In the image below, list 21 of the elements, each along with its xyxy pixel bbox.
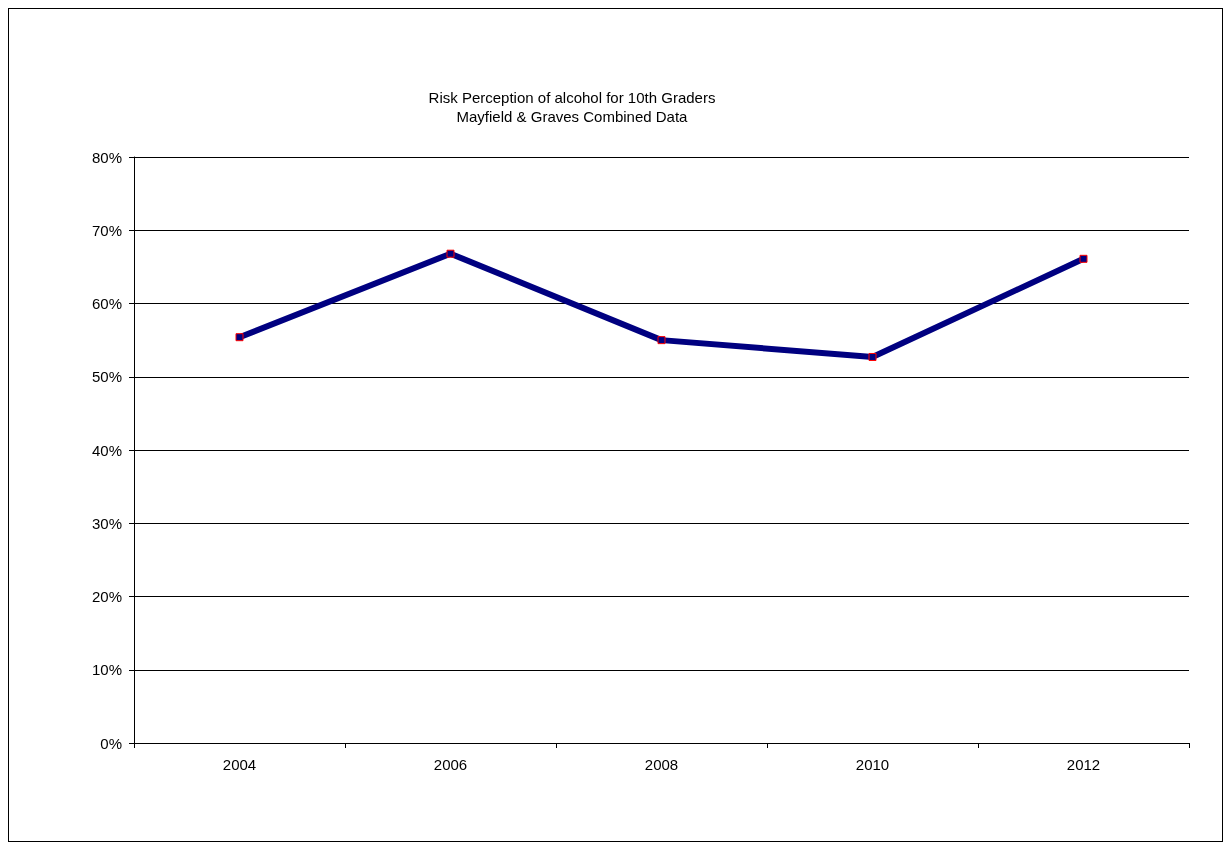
point xyxy=(657,336,666,345)
chart-title: Risk Perception of alcohol for 10th Graders xyxy=(428,89,716,106)
y-tick-label: 70% xyxy=(91,221,122,239)
point xyxy=(235,333,244,342)
y-tick-label: 40% xyxy=(91,441,122,459)
y-tick-label: 10% xyxy=(91,661,122,679)
y-tick-label: 30% xyxy=(91,514,122,532)
point xyxy=(868,352,877,361)
y-tick-label: 0% xyxy=(100,734,122,752)
y-tick-label: 80% xyxy=(91,148,122,166)
y-tick-label: 60% xyxy=(91,295,122,312)
x-tick-label: 2004 xyxy=(222,756,257,773)
y-tick-label: 20% xyxy=(91,588,122,605)
x-tick-label: 2008 xyxy=(644,756,679,773)
point xyxy=(446,249,455,258)
point xyxy=(1079,254,1088,263)
x-tick-label: 2006 xyxy=(433,756,468,773)
y-tick-label: 50% xyxy=(91,368,122,386)
x-tick-label: 2010 xyxy=(855,756,890,773)
x-tick-label: 2012 xyxy=(1066,756,1101,773)
chart-subtitle: Mayfield & Graves Combined Data xyxy=(456,108,689,125)
